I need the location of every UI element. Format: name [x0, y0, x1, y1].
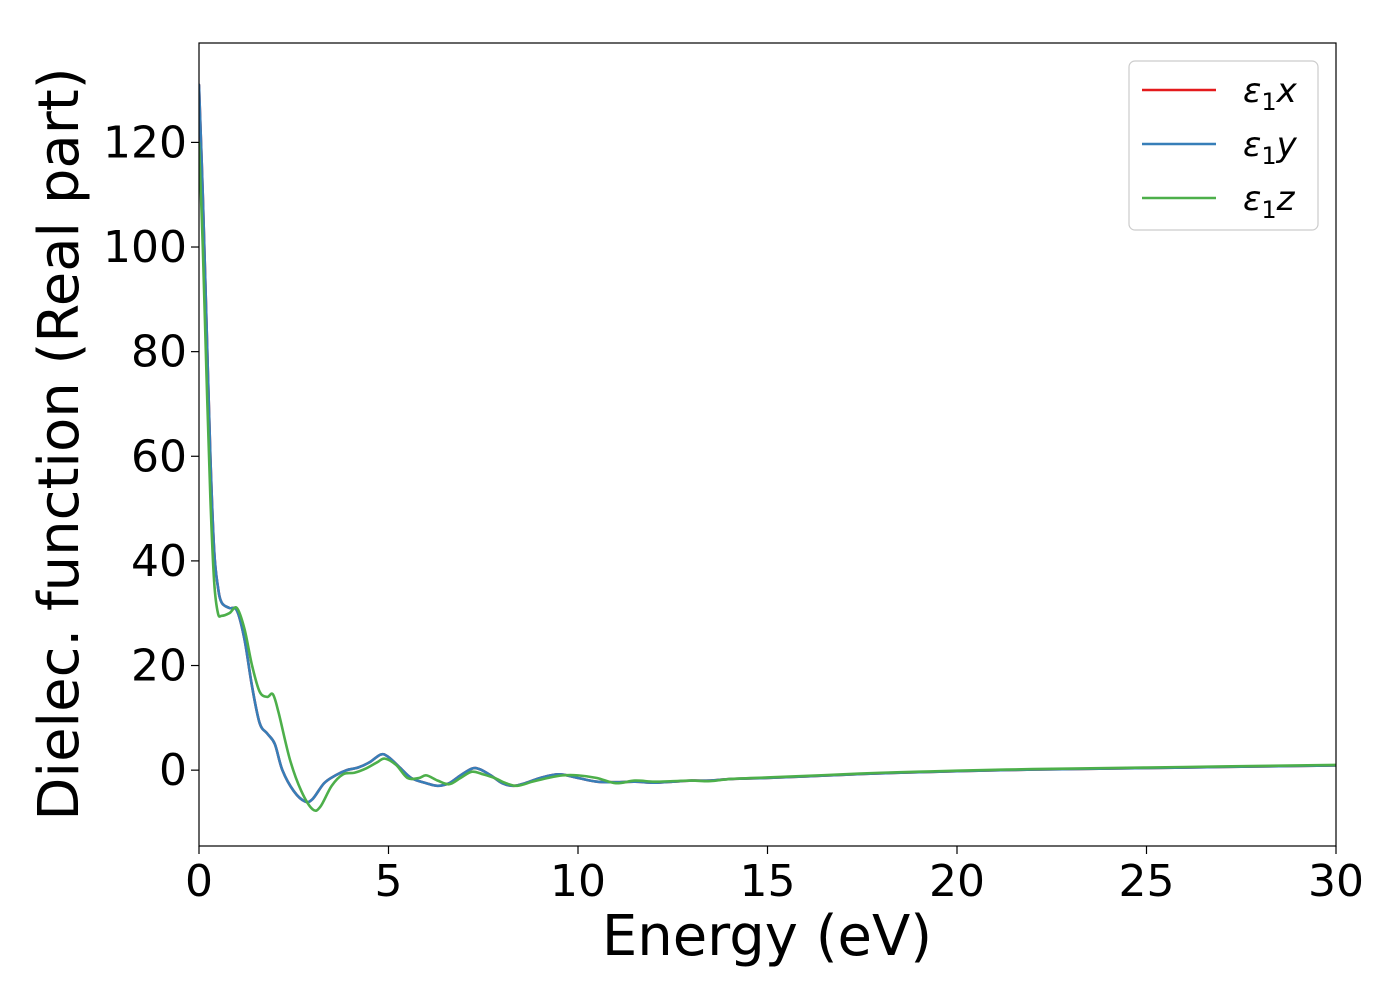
x-tick-label: 15 [740, 856, 796, 907]
x-tick-label: 0 [185, 856, 213, 907]
x-tick-label: 5 [375, 856, 403, 907]
x-axis-ticks: 0 5 10 15 20 25 30 [185, 846, 1364, 907]
y-tick-label: 0 [159, 745, 187, 796]
y-tick-label: 100 [103, 222, 187, 273]
y-tick-label: 80 [131, 327, 187, 378]
y-tick-label: 40 [131, 536, 187, 587]
x-tick-label: 25 [1119, 856, 1175, 907]
y-tick-label: 120 [103, 117, 187, 168]
x-axis-label: Energy (eV) [602, 904, 932, 969]
y-tick-label: 60 [131, 431, 187, 482]
series-layer [199, 83, 1336, 813]
y-axis-label: Dielec. function (Real part) [27, 67, 92, 820]
y-tick-label: 20 [131, 641, 187, 692]
x-tick-label: 20 [929, 856, 985, 907]
x-tick-label: 30 [1308, 856, 1364, 907]
legend-label: ε1y [1243, 125, 1298, 170]
legend-label: ε1x [1243, 71, 1298, 116]
series-line-e1z [199, 141, 1336, 813]
legend: ε1x ε1y ε1z [1128, 60, 1319, 231]
x-tick-label: 10 [550, 856, 606, 907]
legend-box [1128, 60, 1319, 231]
y-axis-ticks: 0 20 40 60 80 100 120 [103, 117, 199, 796]
legend-label: ε1z [1243, 179, 1296, 224]
